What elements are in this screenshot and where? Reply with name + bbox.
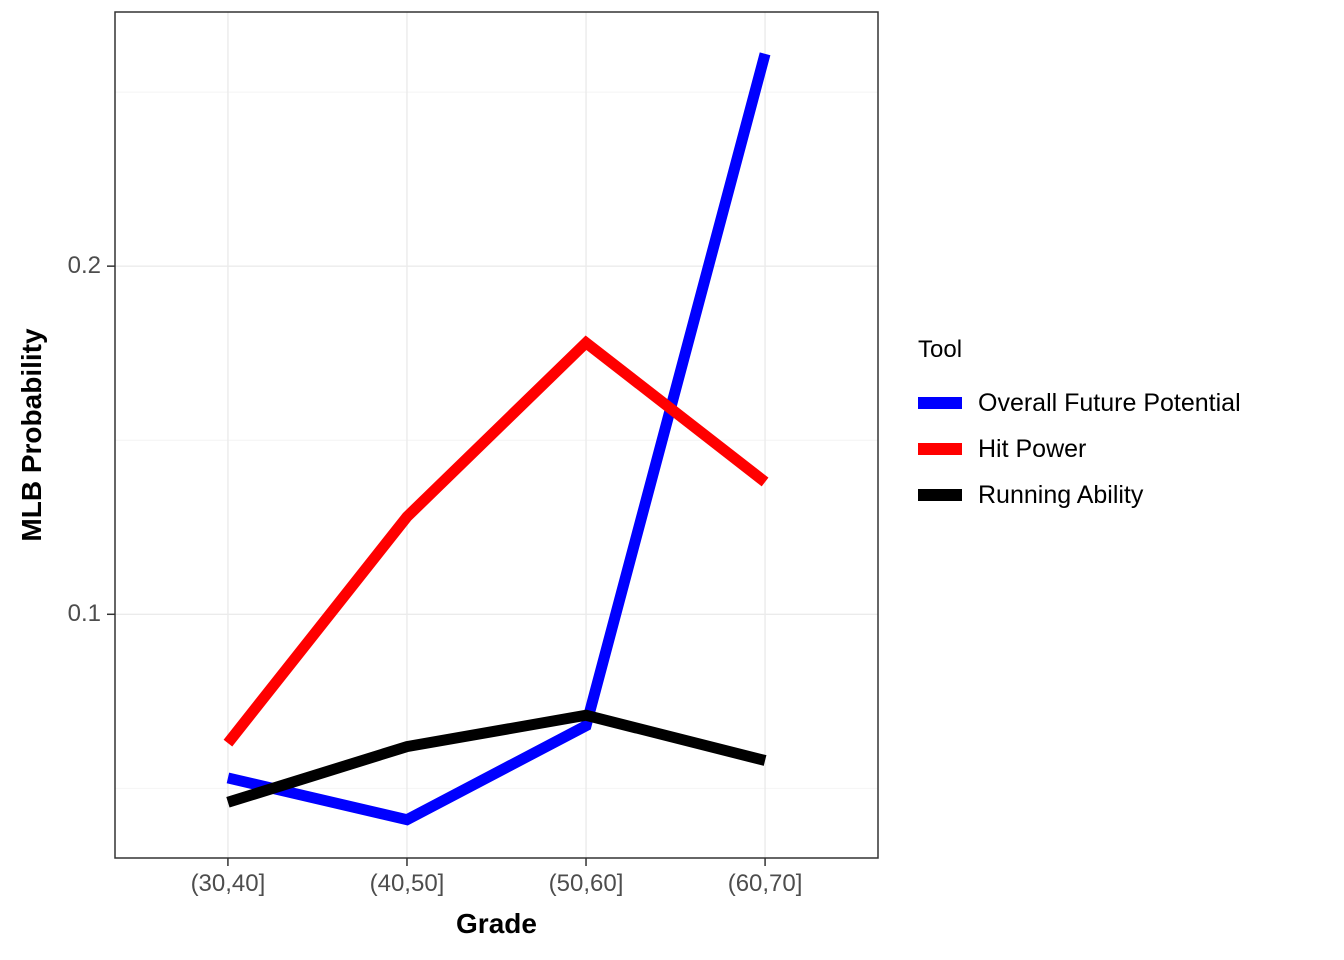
- legend: Tool Overall Future Potential Hit Power Ru…: [918, 336, 1338, 518]
- x-tick-label: (50,60]: [548, 870, 624, 897]
- y-tick-label: 0.1: [67, 600, 101, 628]
- x-tick-label: (60,70]: [727, 870, 803, 897]
- legend-item: Hit Power: [918, 426, 1338, 472]
- series-line-overall-future-potential: [226, 52, 771, 826]
- legend-key-line: [918, 397, 962, 409]
- y-axis-title: MLB Probability: [16, 328, 47, 542]
- x-tick-label: (40,50]: [369, 870, 445, 897]
- series-line-hit-power: [223, 335, 769, 747]
- y-tick-label: 0.2: [67, 252, 101, 280]
- x-axis-title: Grade: [456, 908, 537, 939]
- series-line-running-ability: [226, 709, 767, 808]
- legend-title: Tool: [918, 336, 963, 363]
- legend-key-line: [918, 443, 962, 455]
- legend-label: Overall Future Potential: [978, 388, 1241, 417]
- panel-border: [114, 11, 879, 859]
- legend-items: Overall Future Potential Hit Power Running…: [918, 380, 1338, 518]
- legend-label: Hit Power: [978, 434, 1087, 463]
- legend-label: Running Ability: [978, 480, 1144, 509]
- legend-key-line: [918, 489, 962, 501]
- legend-item: Running Ability: [918, 472, 1338, 518]
- x-tick-label: (30,40]: [190, 870, 266, 897]
- legend-item: Overall Future Potential: [918, 380, 1338, 426]
